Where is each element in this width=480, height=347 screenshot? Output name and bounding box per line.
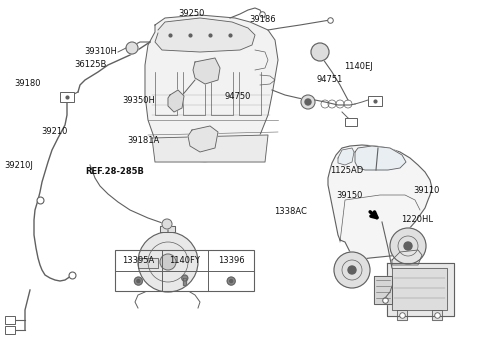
- Text: 39350H: 39350H: [122, 96, 155, 105]
- Text: 13395A: 13395A: [122, 256, 155, 265]
- Polygon shape: [392, 250, 422, 265]
- Polygon shape: [338, 148, 354, 165]
- Text: 1125AD: 1125AD: [330, 166, 363, 175]
- Circle shape: [137, 280, 140, 282]
- Polygon shape: [392, 268, 447, 310]
- Polygon shape: [355, 146, 406, 170]
- Polygon shape: [328, 145, 432, 278]
- Bar: [5, 326, 15, 334]
- Polygon shape: [374, 276, 392, 304]
- Circle shape: [162, 219, 172, 229]
- Text: 39180: 39180: [14, 79, 41, 88]
- Text: 1338AC: 1338AC: [275, 207, 307, 216]
- Text: 39181A: 39181A: [127, 136, 159, 145]
- Circle shape: [301, 95, 315, 109]
- Circle shape: [126, 42, 138, 54]
- Circle shape: [230, 280, 233, 282]
- Bar: [345, 118, 357, 126]
- Text: 13396: 13396: [218, 256, 244, 265]
- Polygon shape: [155, 18, 255, 52]
- Circle shape: [305, 99, 311, 105]
- Polygon shape: [193, 58, 220, 84]
- Polygon shape: [160, 226, 175, 232]
- Text: 39210: 39210: [41, 127, 67, 136]
- Bar: [115, 250, 254, 291]
- Text: 1140EJ: 1140EJ: [344, 62, 372, 71]
- Circle shape: [334, 252, 370, 288]
- Polygon shape: [152, 135, 268, 162]
- Circle shape: [134, 277, 143, 285]
- Text: 1140FY: 1140FY: [169, 256, 200, 265]
- Text: 39250: 39250: [178, 9, 204, 18]
- Polygon shape: [145, 15, 278, 162]
- Polygon shape: [183, 278, 186, 285]
- Polygon shape: [138, 258, 158, 268]
- Polygon shape: [188, 126, 218, 152]
- Circle shape: [404, 242, 412, 250]
- Polygon shape: [432, 310, 442, 320]
- Bar: [60, 92, 74, 102]
- Polygon shape: [168, 90, 184, 112]
- Bar: [5, 316, 15, 324]
- Text: REF.28-285B: REF.28-285B: [85, 167, 144, 176]
- Text: 1220HL: 1220HL: [401, 215, 433, 224]
- Text: 39110: 39110: [414, 186, 440, 195]
- Bar: [368, 96, 382, 106]
- Text: 36125B: 36125B: [74, 60, 107, 69]
- Circle shape: [138, 232, 198, 292]
- Text: 94751: 94751: [317, 75, 343, 84]
- Circle shape: [227, 277, 235, 285]
- Circle shape: [348, 266, 356, 274]
- Circle shape: [390, 228, 426, 264]
- Text: 39150: 39150: [336, 191, 362, 200]
- Text: 94750: 94750: [225, 92, 251, 101]
- Circle shape: [182, 275, 188, 281]
- Polygon shape: [387, 263, 454, 316]
- Circle shape: [160, 254, 176, 270]
- Text: 39310H: 39310H: [84, 47, 117, 56]
- Polygon shape: [397, 310, 407, 320]
- Circle shape: [311, 43, 329, 61]
- Text: 39210J: 39210J: [4, 161, 33, 170]
- Text: 39186: 39186: [250, 15, 276, 24]
